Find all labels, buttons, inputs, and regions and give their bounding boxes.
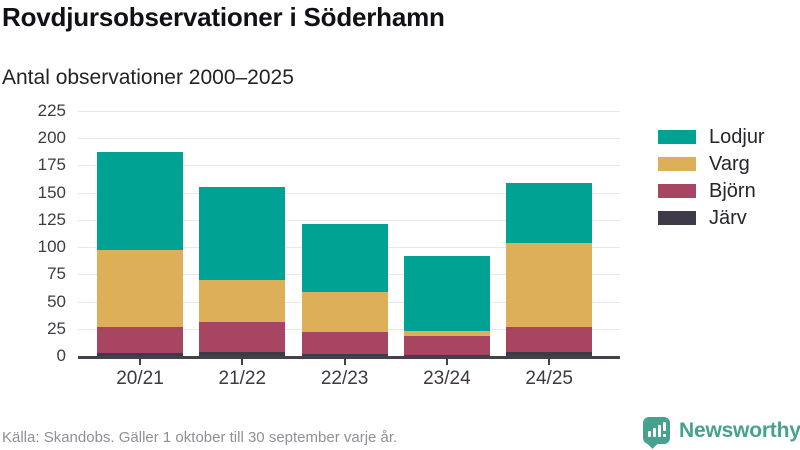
- bar-segment-varg: [199, 279, 286, 323]
- bar-segment-björn: [199, 322, 286, 352]
- bar-23/24: [403, 255, 490, 356]
- legend-item-järv: Järv: [658, 207, 765, 229]
- bar-segment-björn: [301, 332, 388, 354]
- bar-segment-varg: [301, 291, 388, 333]
- legend-swatch-lodjur: [658, 130, 696, 144]
- gridline-150: [78, 192, 620, 194]
- x-axis-label: 20/21: [116, 368, 164, 389]
- bar-segment-lodjur: [97, 152, 183, 251]
- legend-label: Lodjur: [709, 126, 765, 148]
- legend-item-björn: Björn: [658, 180, 765, 202]
- brand-name: Newsworthy: [679, 418, 800, 442]
- chart-subtitle: Antal observationer 2000–2025: [2, 66, 294, 89]
- bar-22/23: [301, 224, 388, 356]
- legend-label: Järv: [709, 207, 747, 229]
- bar-segment-björn: [403, 336, 490, 355]
- x-axis-label: 22/23: [320, 368, 369, 389]
- chart-legend: Lodjur Varg Björn Järv: [658, 126, 765, 238]
- x-axis-label: 24/25: [525, 368, 573, 389]
- x-axis-tick: [548, 359, 551, 365]
- bubble-tail: [646, 436, 659, 449]
- exclamation-dot-icon: [663, 434, 666, 437]
- y-axis-label: 50: [47, 291, 66, 311]
- bar-segment-lodjur: [199, 187, 286, 280]
- bar-segment-järv: [97, 352, 183, 356]
- mini-bar-icon: [658, 425, 661, 437]
- page-title: Rovdjursobservationer i Söderhamn: [2, 2, 445, 32]
- bar-segment-järv: [403, 354, 490, 356]
- legend-label: Varg: [709, 153, 750, 175]
- bar-segment-björn: [97, 326, 183, 353]
- y-axis-label: 75: [47, 264, 66, 284]
- y-axis-label: 100: [37, 237, 66, 257]
- bar-segment-lodjur: [403, 255, 490, 331]
- gridline-125: [78, 219, 620, 221]
- gridline-225: [78, 111, 620, 112]
- bar-segment-varg: [403, 330, 490, 337]
- bar-segment-björn: [506, 326, 593, 352]
- x-axis-tick: [343, 359, 346, 365]
- bar-21/22: [199, 187, 286, 356]
- legend-swatch-varg: [658, 157, 696, 171]
- gridline-200: [78, 138, 620, 140]
- bar-segment-varg: [506, 242, 593, 327]
- bar-segment-lodjur: [301, 224, 388, 292]
- x-axis-label: 21/22: [218, 368, 267, 389]
- x-axis-label: 23/24: [423, 368, 471, 389]
- legend-swatch-björn: [658, 184, 696, 198]
- y-axis-label: 125: [37, 209, 66, 229]
- y-axis-label: 175: [37, 155, 66, 175]
- gridline-175: [78, 165, 620, 167]
- x-axis-tick: [139, 359, 141, 365]
- mini-bar-icon: [653, 428, 656, 437]
- x-axis-line: [78, 356, 620, 359]
- y-axis-label: 25: [47, 318, 66, 338]
- bar-segment-lodjur: [506, 182, 593, 243]
- plot-area: [78, 111, 620, 356]
- legend-label: Björn: [709, 180, 756, 202]
- legend-swatch-järv: [658, 211, 696, 225]
- source-note: Källa: Skandobs. Gäller 1 oktober till 3…: [2, 429, 398, 446]
- x-axis-tick: [445, 359, 448, 365]
- bar-segment-järv: [506, 351, 593, 356]
- y-axis-label: 150: [37, 182, 66, 202]
- bar-20/21: [97, 152, 183, 356]
- newsworthy-logo[interactable]: Newsworthy: [643, 417, 800, 449]
- exclamation-icon: [663, 422, 666, 431]
- mini-bar-icon: [648, 431, 651, 437]
- bar-segment-varg: [97, 250, 183, 327]
- y-axis-label: 0: [56, 346, 66, 365]
- y-axis-label: 200: [37, 128, 66, 148]
- bar-segment-järv: [301, 353, 388, 356]
- legend-item-varg: Varg: [658, 153, 765, 175]
- x-axis-tick: [241, 359, 244, 365]
- legend-item-lodjur: Lodjur: [658, 126, 765, 148]
- y-axis-label: 225: [37, 101, 66, 120]
- newsworthy-chart-bubble-icon: [643, 417, 670, 449]
- bar-24/25: [506, 182, 593, 356]
- bar-segment-järv: [199, 351, 286, 356]
